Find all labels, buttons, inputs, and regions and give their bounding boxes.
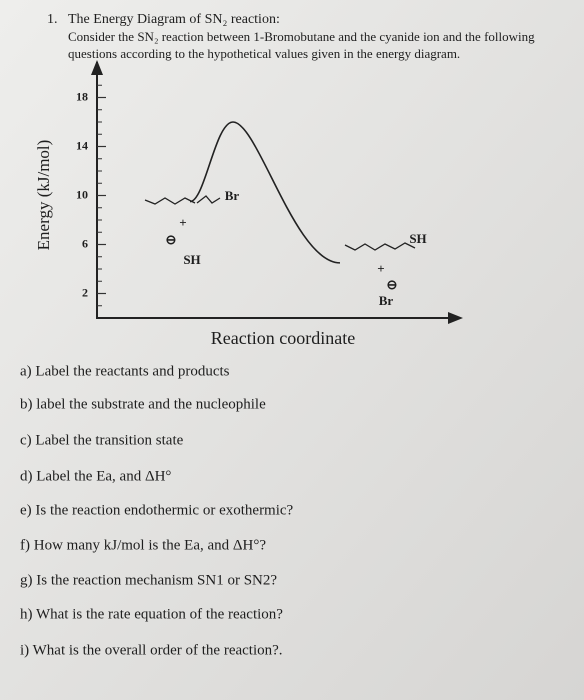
x-axis-label: Reaction coordinate <box>211 328 355 348</box>
question: i) What is the overall order of the reac… <box>20 642 283 658</box>
reactant-skeleton <box>196 195 221 204</box>
reactant-skeleton <box>144 197 196 205</box>
structure-label: Br <box>225 188 240 203</box>
y-tick-label: 14 <box>76 138 88 152</box>
question: d) Label the Ea, and ΔH° <box>20 468 171 484</box>
structure-label: ⊖ <box>387 277 398 292</box>
y-axis-label: Energy (kJ/mol) <box>34 140 53 251</box>
question: f) How many kJ/mol is the Ea, and ΔH°? <box>20 537 266 553</box>
product-skeleton <box>344 242 416 251</box>
question: h) What is the rate equation of the reac… <box>20 606 283 622</box>
y-tick-label: 18 <box>76 89 88 103</box>
energy-diagram: Energy (kJ/mol) Reaction coordinate 2 6 10… <box>34 60 463 348</box>
intro-line: Consider the SN₂ reaction between 1-Brom… <box>68 29 535 44</box>
question: b) label the substrate and the nucleophi… <box>20 396 266 412</box>
energy-curve <box>189 121 341 264</box>
question-number: 1. <box>47 12 58 27</box>
y-tick-label: 2 <box>82 285 88 299</box>
y-arrow <box>91 60 103 75</box>
y-tick-label: 10 <box>76 187 88 201</box>
question: a) Label the reactants and products <box>20 363 230 379</box>
x-arrow <box>448 312 463 324</box>
questions: a) Label the reactants and products b) la… <box>20 363 294 658</box>
intro-line: questions according to the hypothetical … <box>68 46 460 61</box>
question: c) Label the transition state <box>20 432 184 448</box>
question: e) Is the reaction endothermic or exothe… <box>20 502 294 518</box>
structure-label: ⊖ <box>166 232 177 247</box>
structure-label: + <box>377 261 384 276</box>
question: g) Is the reaction mechanism SN1 or SN2? <box>20 572 277 588</box>
structure-label: SH <box>409 231 426 246</box>
structure-label: + <box>179 215 186 230</box>
structure-label: SH <box>183 252 200 267</box>
structure-label: Br <box>379 293 394 308</box>
heading: The Energy Diagram of SN₂ reaction: <box>68 12 280 27</box>
y-tick-label: 6 <box>82 236 88 250</box>
